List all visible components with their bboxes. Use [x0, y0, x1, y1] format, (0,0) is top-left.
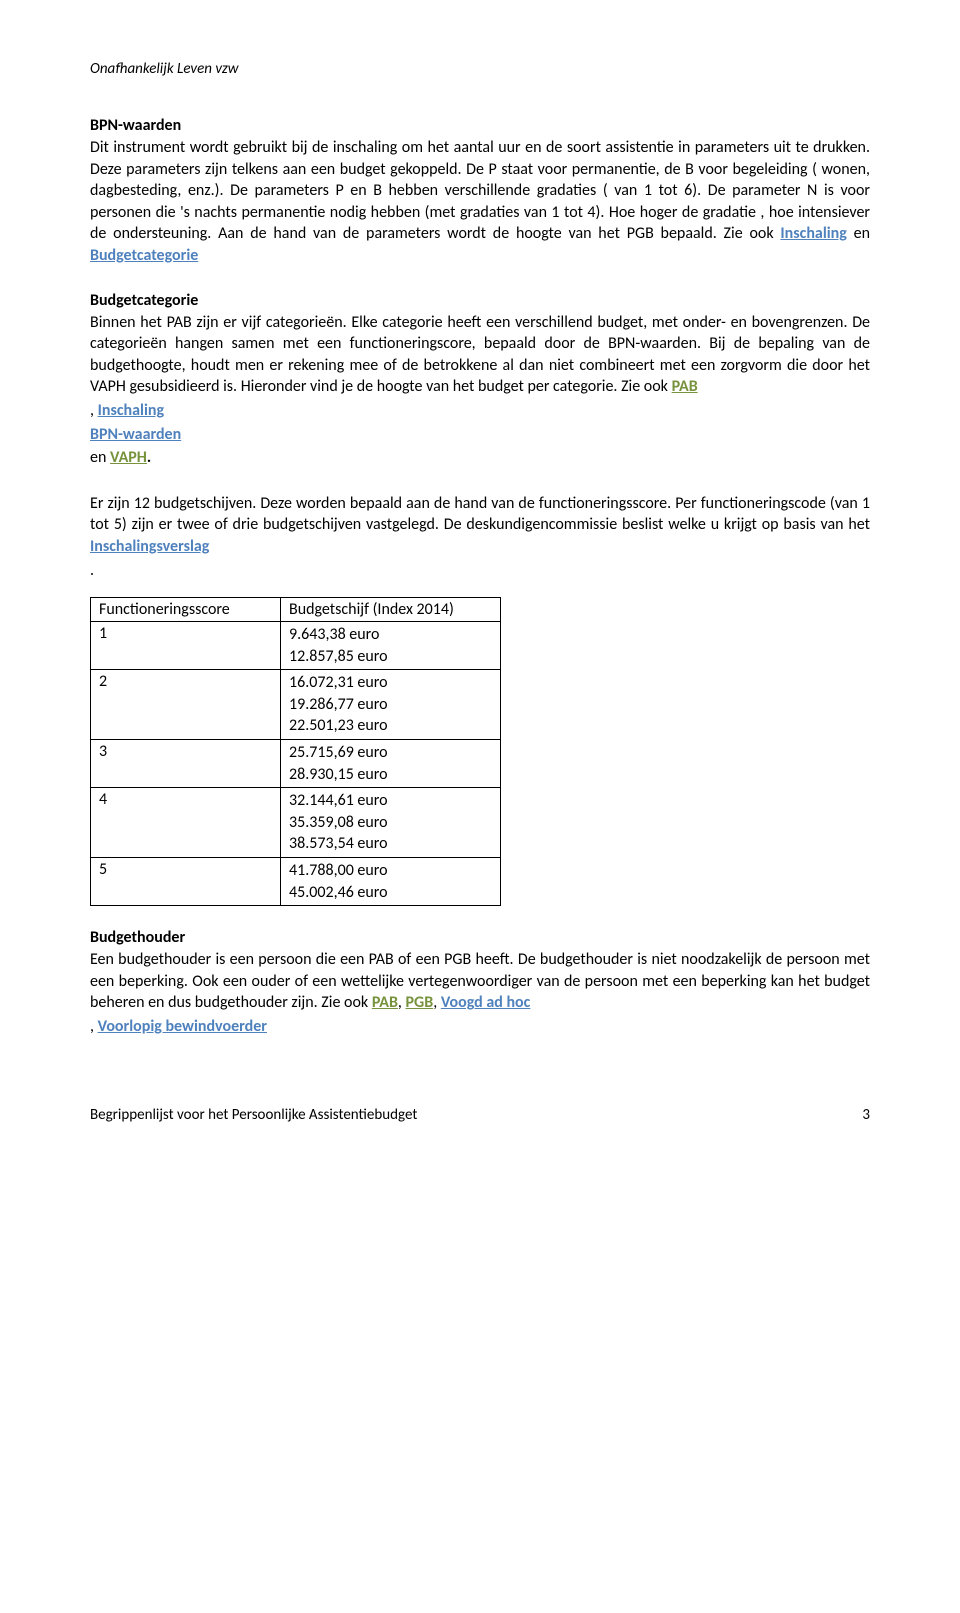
- cell-score-4: 4: [91, 788, 281, 858]
- sep-2: ,: [433, 993, 441, 1012]
- table-row: 4 32.144,61 euro 35.359,08 euro 38.573,5…: [91, 788, 501, 858]
- para-schijven-text: Er zijn 12 budgetschijven. Deze worden b…: [90, 494, 870, 535]
- period-alone: .: [90, 560, 870, 582]
- text-en: en: [847, 224, 870, 243]
- link-inschalingsverslag[interactable]: Inschalingsverslag: [90, 537, 209, 556]
- link-pab-1[interactable]: PAB: [672, 377, 698, 396]
- para-budgetcategorie: Binnen het PAB zijn er vijf categorieën.…: [90, 312, 870, 398]
- document-page: Onafhankelijk Leven vzw BPN-waarden Dit …: [0, 0, 960, 1174]
- text-en-2: en: [90, 448, 110, 467]
- budget-value: 16.072,31 euro: [289, 672, 492, 694]
- footer-title: Begrippenlijst voor het Persoonlijke Ass…: [90, 1106, 417, 1124]
- org-header: Onafhankelijk Leven vzw: [90, 60, 870, 78]
- cell-values-3: 25.715,69 euro 28.930,15 euro: [281, 740, 501, 788]
- table-row: 3 25.715,69 euro 28.930,15 euro: [91, 740, 501, 788]
- budget-value: 25.715,69 euro: [289, 742, 492, 764]
- heading-budgethouder: Budgethouder: [90, 928, 870, 947]
- cell-values-5: 41.788,00 euro 45.002,46 euro: [281, 858, 501, 906]
- cell-score-3: 3: [91, 740, 281, 788]
- cell-score-1: 1: [91, 622, 281, 670]
- page-footer: Begrippenlijst voor het Persoonlijke Ass…: [90, 1106, 870, 1124]
- table-header-row: Functioneringsscore Budgetschijf (Index …: [91, 598, 501, 622]
- spacer: [90, 269, 870, 291]
- line-vaph: en VAPH.: [90, 447, 870, 469]
- comma-line: ,: [90, 1017, 98, 1036]
- link-bpn-waarden[interactable]: BPN-waarden: [90, 425, 181, 444]
- budget-value: 28.930,15 euro: [289, 764, 492, 786]
- para-budgethouder: Een budgethouder is een persoon die een …: [90, 949, 870, 1014]
- table-row: 1 9.643,38 euro 12.857,85 euro: [91, 622, 501, 670]
- link-inschaling-1[interactable]: Inschaling: [780, 224, 846, 243]
- line-inschaling: , Inschaling: [90, 400, 870, 422]
- budget-value: 12.857,85 euro: [289, 646, 492, 668]
- link-voorlopig-bewindvoerder[interactable]: Voorlopig bewindvoerder: [98, 1017, 267, 1036]
- spacer: [90, 583, 870, 593]
- budget-value: 19.286,77 euro: [289, 694, 492, 716]
- footer-page-number: 3: [862, 1106, 870, 1124]
- budget-value: 41.788,00 euro: [289, 860, 492, 882]
- line-voorlopig: , Voorlopig bewindvoerder: [90, 1016, 870, 1038]
- budget-value: 22.501,23 euro: [289, 715, 492, 737]
- cell-values-2: 16.072,31 euro 19.286,77 euro 22.501,23 …: [281, 670, 501, 740]
- budget-value: 32.144,61 euro: [289, 790, 492, 812]
- cell-score-5: 5: [91, 858, 281, 906]
- header-functioneringsscore: Functioneringsscore: [91, 598, 281, 622]
- para-bpn-text: Dit instrument wordt gebruikt bij de ins…: [90, 138, 870, 243]
- link-pab-2[interactable]: PAB: [372, 993, 398, 1012]
- cell-score-2: 2: [91, 670, 281, 740]
- line-bpn-waarden: BPN-waarden: [90, 424, 870, 446]
- cell-values-1: 9.643,38 euro 12.857,85 euro: [281, 622, 501, 670]
- heading-budgetcategorie: Budgetcategorie: [90, 291, 870, 310]
- budget-value: 35.359,08 euro: [289, 812, 492, 834]
- budget-table: Functioneringsscore Budgetschijf (Index …: [90, 597, 501, 906]
- link-inschaling-2[interactable]: Inschaling: [98, 401, 164, 420]
- link-budgetcategorie-1[interactable]: Budgetcategorie: [90, 246, 198, 265]
- budget-value: 9.643,38 euro: [289, 624, 492, 646]
- spacer: [90, 471, 870, 493]
- table-row: 2 16.072,31 euro 19.286,77 euro 22.501,2…: [91, 670, 501, 740]
- link-pgb[interactable]: PGB: [406, 993, 434, 1012]
- period-1: .: [147, 448, 151, 467]
- header-budgetschijf: Budgetschijf (Index 2014): [281, 598, 501, 622]
- para-bc-text: Binnen het PAB zijn er vijf categorieën.…: [90, 313, 870, 397]
- budget-value: 38.573,54 euro: [289, 833, 492, 855]
- sep-1: ,: [398, 993, 406, 1012]
- heading-bpn-waarden: BPN-waarden: [90, 116, 870, 135]
- cell-values-4: 32.144,61 euro 35.359,08 euro 38.573,54 …: [281, 788, 501, 858]
- para-bpn: Dit instrument wordt gebruikt bij de ins…: [90, 137, 870, 267]
- comma-1: ,: [90, 401, 98, 420]
- table-row: 5 41.788,00 euro 45.002,46 euro: [91, 858, 501, 906]
- link-voogd[interactable]: Voogd ad hoc: [441, 993, 531, 1012]
- budget-value: 45.002,46 euro: [289, 882, 492, 904]
- link-vaph[interactable]: VAPH: [110, 448, 147, 467]
- para-schijven: Er zijn 12 budgetschijven. Deze worden b…: [90, 493, 870, 558]
- spacer: [90, 906, 870, 928]
